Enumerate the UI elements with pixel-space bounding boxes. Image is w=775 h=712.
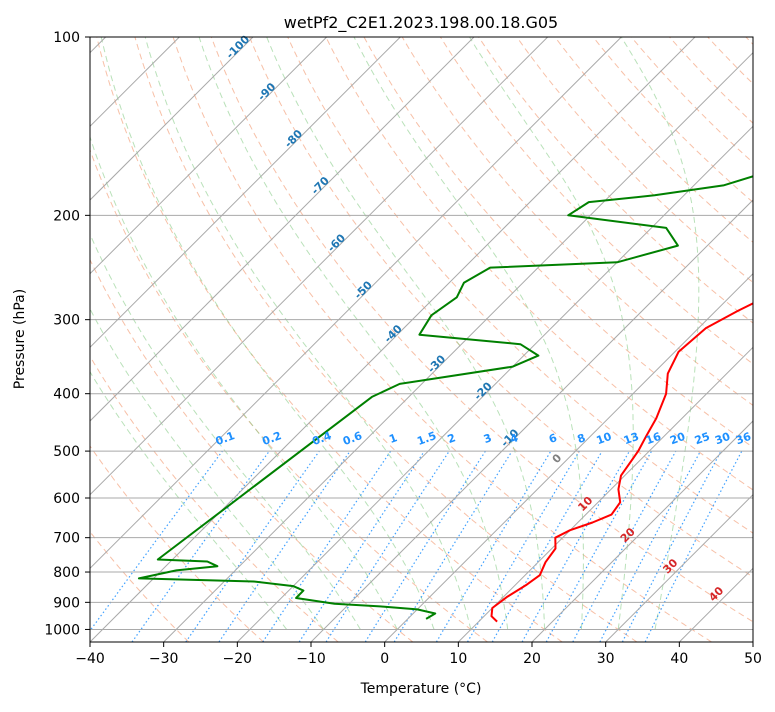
y-tick-label: 200 — [53, 208, 80, 224]
y-tick-label: 700 — [53, 531, 80, 547]
y-tick-label: 1000 — [44, 622, 80, 638]
x-tick-label: 10 — [449, 651, 467, 667]
y-tick-label: 500 — [53, 444, 80, 460]
x-tick-label: −10 — [296, 651, 326, 667]
x-tick-label: −30 — [149, 651, 179, 667]
x-tick-label: −20 — [223, 651, 253, 667]
y-tick-label: 900 — [53, 595, 80, 611]
x-tick-label: 30 — [597, 651, 615, 667]
y-tick-label: 800 — [53, 565, 80, 581]
chart-title: wetPf2_C2E1.2023.198.00.18.G05 — [284, 13, 558, 33]
x-tick-label: 0 — [380, 651, 389, 667]
y-axis-title: Pressure (hPa) — [12, 289, 28, 389]
y-tick-label: 300 — [53, 313, 80, 329]
y-tick-label: 400 — [53, 387, 80, 403]
x-tick-label: −40 — [75, 651, 105, 667]
y-tick-label: 600 — [53, 491, 80, 507]
x-tick-label: 40 — [670, 651, 688, 667]
x-axis-title: Temperature (°C) — [360, 681, 482, 697]
y-tick-label: 100 — [53, 30, 80, 46]
x-tick-label: 50 — [744, 651, 762, 667]
x-tick-label: 20 — [523, 651, 541, 667]
